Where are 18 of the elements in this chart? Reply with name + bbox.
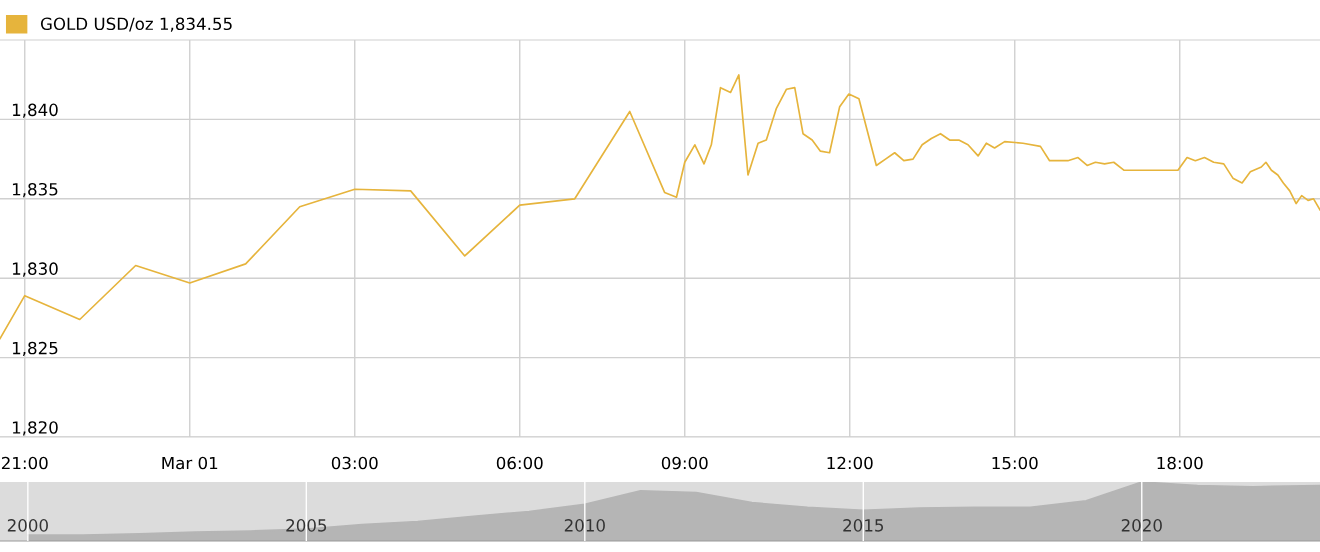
x-tick-label: 06:00 bbox=[496, 456, 543, 470]
y-tick-label: 1,820 bbox=[12, 421, 58, 436]
legend-label: GOLD USD/oz 1,834.55 bbox=[40, 17, 232, 32]
y-tick-label: 1,830 bbox=[12, 262, 58, 277]
x-tick-label: 03:00 bbox=[331, 456, 378, 470]
x-tick-label: Mar 01 bbox=[162, 456, 218, 470]
y-tick-label: 1,840 bbox=[12, 103, 58, 118]
x-tick-label: 12:00 bbox=[827, 456, 873, 470]
y-tick-label: 1,835 bbox=[12, 182, 58, 198]
x-tick-label: 2020 bbox=[1121, 519, 1162, 532]
x-tick-label: 15:00 bbox=[992, 456, 1038, 470]
x-tick-label: 2005 bbox=[286, 519, 327, 532]
x-tick-label: 2000 bbox=[7, 519, 48, 532]
x-tick-label: 18:00 bbox=[1157, 456, 1203, 470]
x-tick-label: 2010 bbox=[564, 519, 605, 532]
x-tick-label: 21:00 bbox=[1, 456, 48, 470]
x-tick-label: 09:00 bbox=[661, 456, 708, 470]
y-tick-label: 1,825 bbox=[12, 341, 58, 357]
